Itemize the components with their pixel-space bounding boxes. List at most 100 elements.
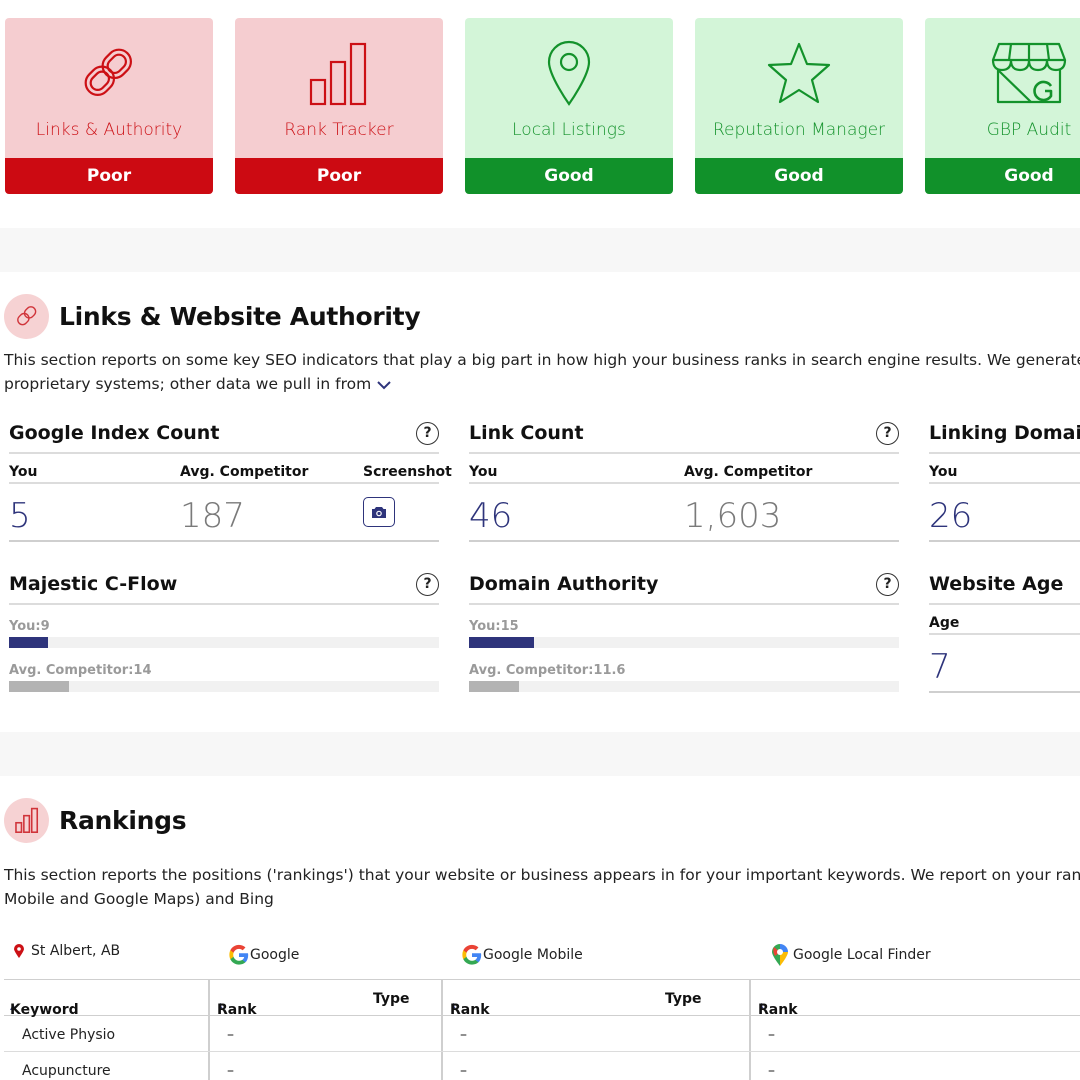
competitor-bar-track <box>9 681 439 692</box>
desc-line: proprietary systems; other data we pull … <box>4 375 372 393</box>
card-label: Local Listings <box>512 120 626 140</box>
you-value: 5 <box>9 496 31 536</box>
help-icon[interactable]: ? <box>876 422 899 445</box>
engine-label: Google Local Finder <box>793 947 931 963</box>
col-you: You <box>469 464 498 480</box>
camera-icon[interactable] <box>363 497 395 527</box>
status-badge: Good <box>695 158 903 194</box>
domain-authority-panel: Domain Authority? You:15 Avg. Competitor… <box>469 571 899 692</box>
star-icon <box>695 40 903 108</box>
card-label: Reputation Manager <box>712 120 886 140</box>
you-bar-label: You:9 <box>9 619 50 634</box>
rankings-section-description: This section reports the positions ('ran… <box>4 863 1080 911</box>
google-g-icon <box>229 944 249 965</box>
desc-line: Mobile and Google Maps) and Bing <box>4 890 274 908</box>
google-type-header: Type <box>373 991 410 1007</box>
table-row: Active Physio – – – <box>4 1016 1080 1052</box>
bar-chart-icon <box>4 797 49 843</box>
you-bar-fill <box>469 637 534 648</box>
competitor-bar-fill <box>469 681 519 692</box>
location-filter[interactable]: St Albert, AB <box>14 943 120 959</box>
rankings-section-header: Rankings <box>4 797 187 843</box>
links-section-header: Links & Website Authority <box>4 293 421 339</box>
table-row: Acupuncture – – – <box>4 1052 1080 1080</box>
competitor-value: 1,603 <box>684 496 782 536</box>
panel-title: Website Age <box>929 573 1064 595</box>
engine-google-mobile: Google Mobile <box>461 944 583 966</box>
you-bar-fill <box>9 637 48 648</box>
col-you: You <box>9 464 38 480</box>
section-title: Links & Website Authority <box>59 301 421 331</box>
desc-line: This section reports on some key SEO ind… <box>4 351 1080 369</box>
help-icon[interactable]: ? <box>416 573 439 596</box>
you-value: 46 <box>469 496 513 536</box>
card-reputation-manager[interactable]: Reputation Manager Good <box>695 18 903 194</box>
storefront-icon <box>925 40 1080 108</box>
engine-google-local-finder: Google Local Finder <box>772 944 931 966</box>
panel-title: Domain Authority <box>469 573 659 595</box>
status-cards: Links & Authority Poor Rank Tracker Poor… <box>5 18 1080 195</box>
section-divider <box>0 228 1080 272</box>
location-label: St Albert, AB <box>31 943 121 959</box>
competitor-bar-fill <box>9 681 70 692</box>
google-maps-icon <box>772 944 788 966</box>
you-value: 26 <box>929 496 973 536</box>
col-age: Age <box>929 615 960 631</box>
map-pin-icon <box>14 944 24 958</box>
chevron-down-icon[interactable] <box>377 373 391 397</box>
help-icon[interactable]: ? <box>876 573 899 596</box>
status-badge: Good <box>925 158 1080 194</box>
panel-title: Linking Domain <box>929 422 1080 444</box>
chain-link-icon <box>5 40 213 108</box>
local-rank-cell: – <box>768 1027 775 1043</box>
competitor-value: 187 <box>180 496 245 536</box>
card-label: Links & Authority <box>35 120 183 140</box>
engine-google: Google <box>228 944 299 966</box>
google-g-icon <box>462 944 482 965</box>
competitor-bar-label: Avg. Competitor:11.6 <box>469 663 626 678</box>
panel-title: Google Index Count <box>9 422 220 444</box>
linking-domains-panel: Linking Domain You 26 <box>929 420 1080 542</box>
panel-title: Majestic C-Flow <box>9 573 178 595</box>
mobile-rank-cell: – <box>460 1063 467 1079</box>
status-badge: Good <box>465 158 673 194</box>
col-competitor: Avg. Competitor <box>180 464 309 480</box>
status-badge: Poor <box>235 158 443 194</box>
engine-label: Google <box>250 947 300 963</box>
you-bar-track <box>469 637 899 648</box>
keyword-cell: Active Physio <box>22 1027 116 1043</box>
status-badge: Poor <box>5 158 213 194</box>
age-value: 7 <box>929 647 951 687</box>
keyword-cell: Acupuncture <box>22 1063 111 1079</box>
engine-label: Google Mobile <box>483 947 583 963</box>
col-you: You <box>929 464 958 480</box>
section-title: Rankings <box>59 805 187 835</box>
majestic-panel: Majestic C-Flow? You:9 Avg. Competitor:1… <box>9 571 439 692</box>
desc-line: This section reports the positions ('ran… <box>4 866 1080 884</box>
card-links-authority[interactable]: Links & Authority Poor <box>5 18 213 194</box>
links-section-description: This section reports on some key SEO ind… <box>4 348 1080 397</box>
help-icon[interactable]: ? <box>416 422 439 445</box>
link-count-panel: Link Count? You Avg. Competitor 46 1,603 <box>469 420 899 542</box>
google-index-panel: Google Index Count? You Avg. Competitor … <box>9 420 452 542</box>
rankings-table: St Albert, AB Google Google Mobile <box>4 935 1080 1080</box>
google-rank-cell: – <box>227 1027 234 1043</box>
website-age-panel: Website Age Age 7 <box>929 571 1080 693</box>
competitor-bar-track <box>469 681 899 692</box>
card-local-listings[interactable]: Local Listings Good <box>465 18 673 194</box>
competitor-bar-label: Avg. Competitor:14 <box>9 663 152 678</box>
col-screenshot: Screenshot <box>363 464 452 480</box>
you-bar-track <box>9 637 439 648</box>
mobile-type-header: Type <box>665 991 702 1007</box>
chain-link-icon <box>4 293 49 339</box>
card-rank-tracker[interactable]: Rank Tracker Poor <box>235 18 443 194</box>
local-rank-cell: – <box>768 1063 775 1079</box>
mobile-rank-cell: – <box>460 1027 467 1043</box>
card-label: Rank Tracker <box>284 120 394 140</box>
card-gbp-audit[interactable]: GBP Audit Good <box>925 18 1080 194</box>
card-label: GBP Audit <box>986 120 1072 140</box>
bar-chart-icon <box>235 40 443 108</box>
section-divider <box>0 732 1080 776</box>
col-competitor: Avg. Competitor <box>684 464 813 480</box>
you-bar-label: You:15 <box>469 619 519 634</box>
